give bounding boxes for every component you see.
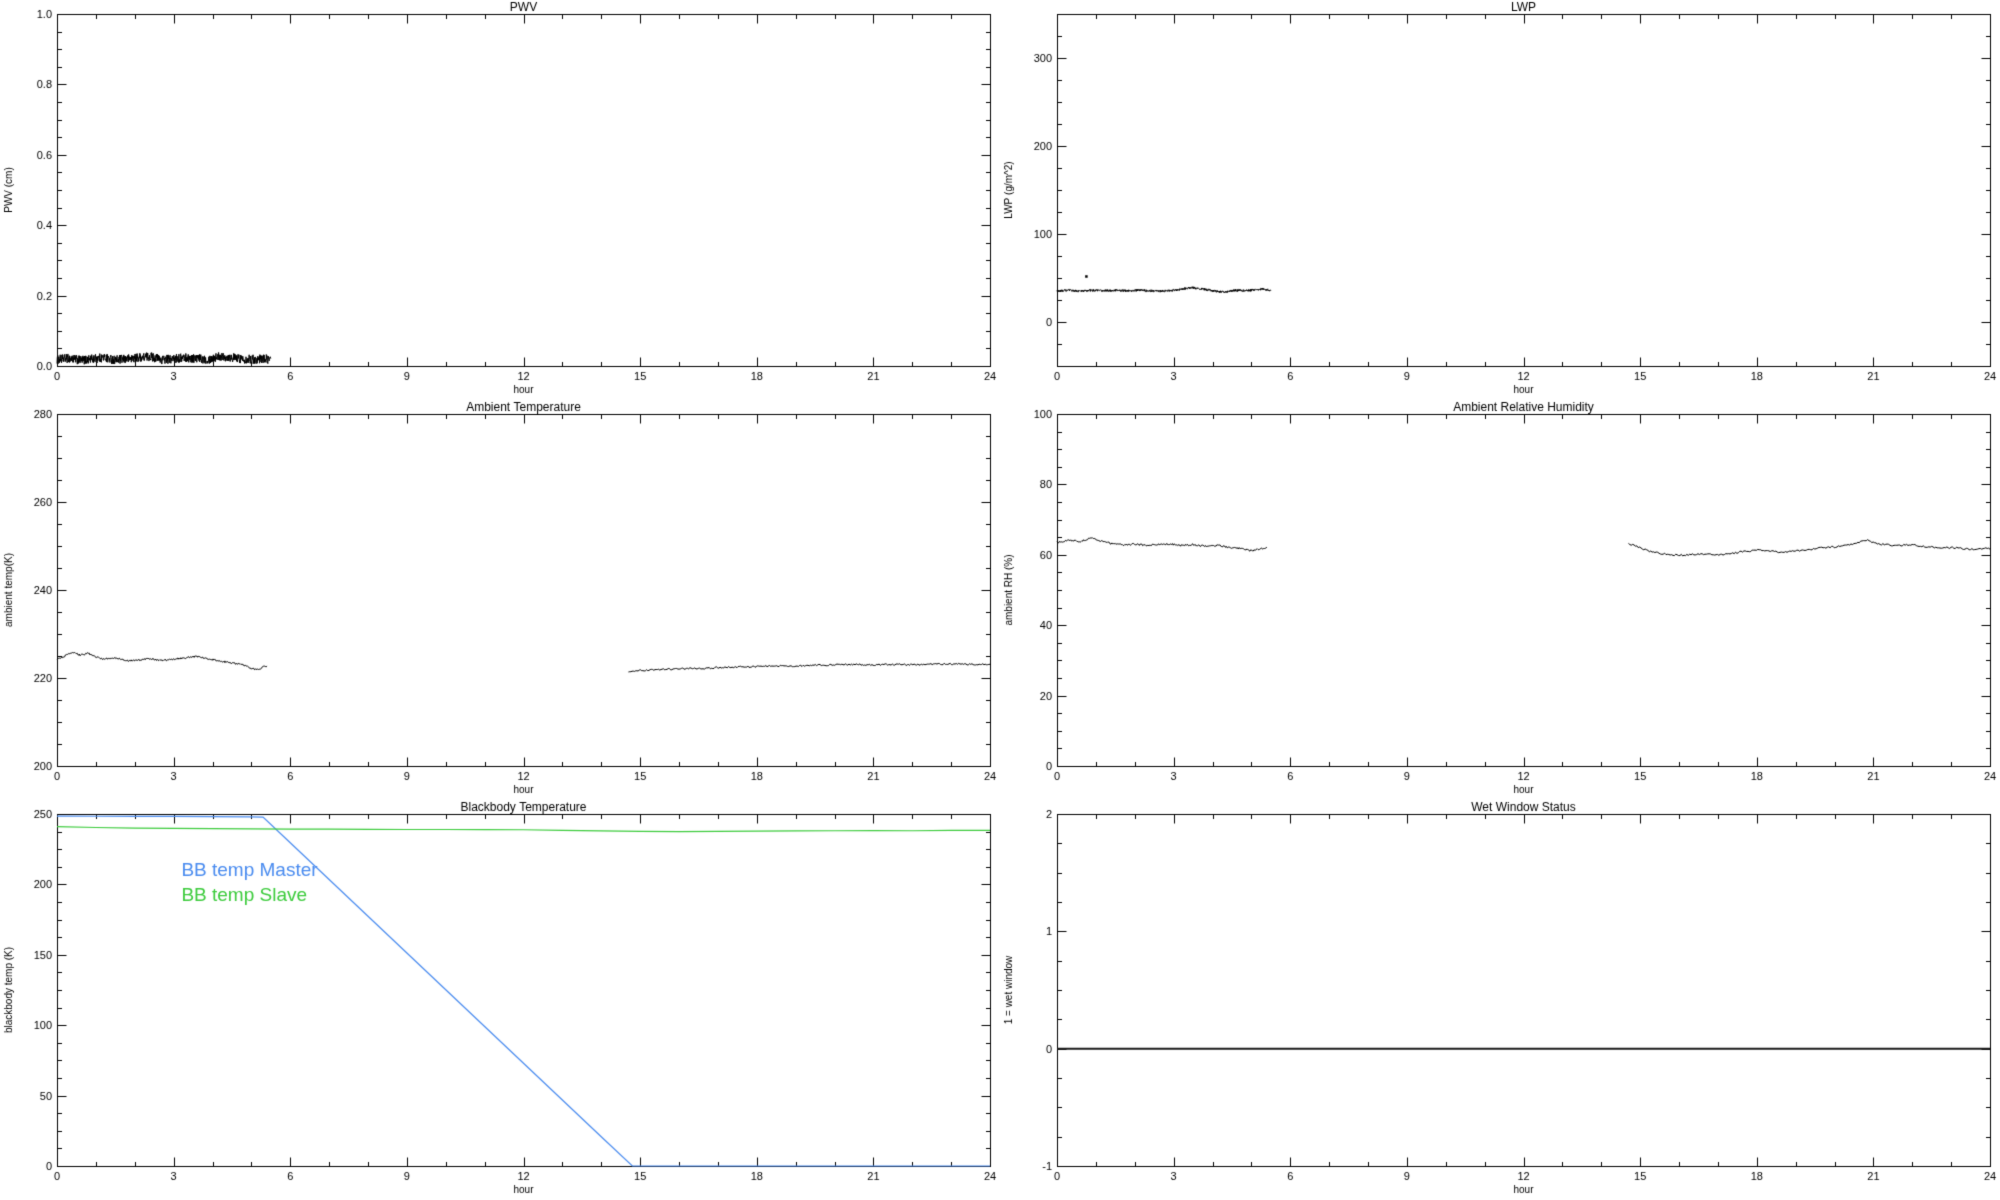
chart-pwv xyxy=(0,0,1000,400)
chart-blackbody-temperature xyxy=(0,800,1000,1200)
chart-cell-ambient-relative-humidity xyxy=(1000,400,2000,800)
chart-lwp xyxy=(1000,0,2000,400)
chart-ambient-relative-humidity xyxy=(1000,400,2000,800)
chart-ambient-temperature xyxy=(0,400,1000,800)
chart-cell-ambient-temperature xyxy=(0,400,1000,800)
chart-cell-pwv xyxy=(0,0,1000,400)
chart-wet-window-status xyxy=(1000,800,2000,1200)
chart-cell-lwp xyxy=(1000,0,2000,400)
chart-cell-wet-window-status xyxy=(1000,800,2000,1200)
chart-cell-blackbody-temperature xyxy=(0,800,1000,1200)
